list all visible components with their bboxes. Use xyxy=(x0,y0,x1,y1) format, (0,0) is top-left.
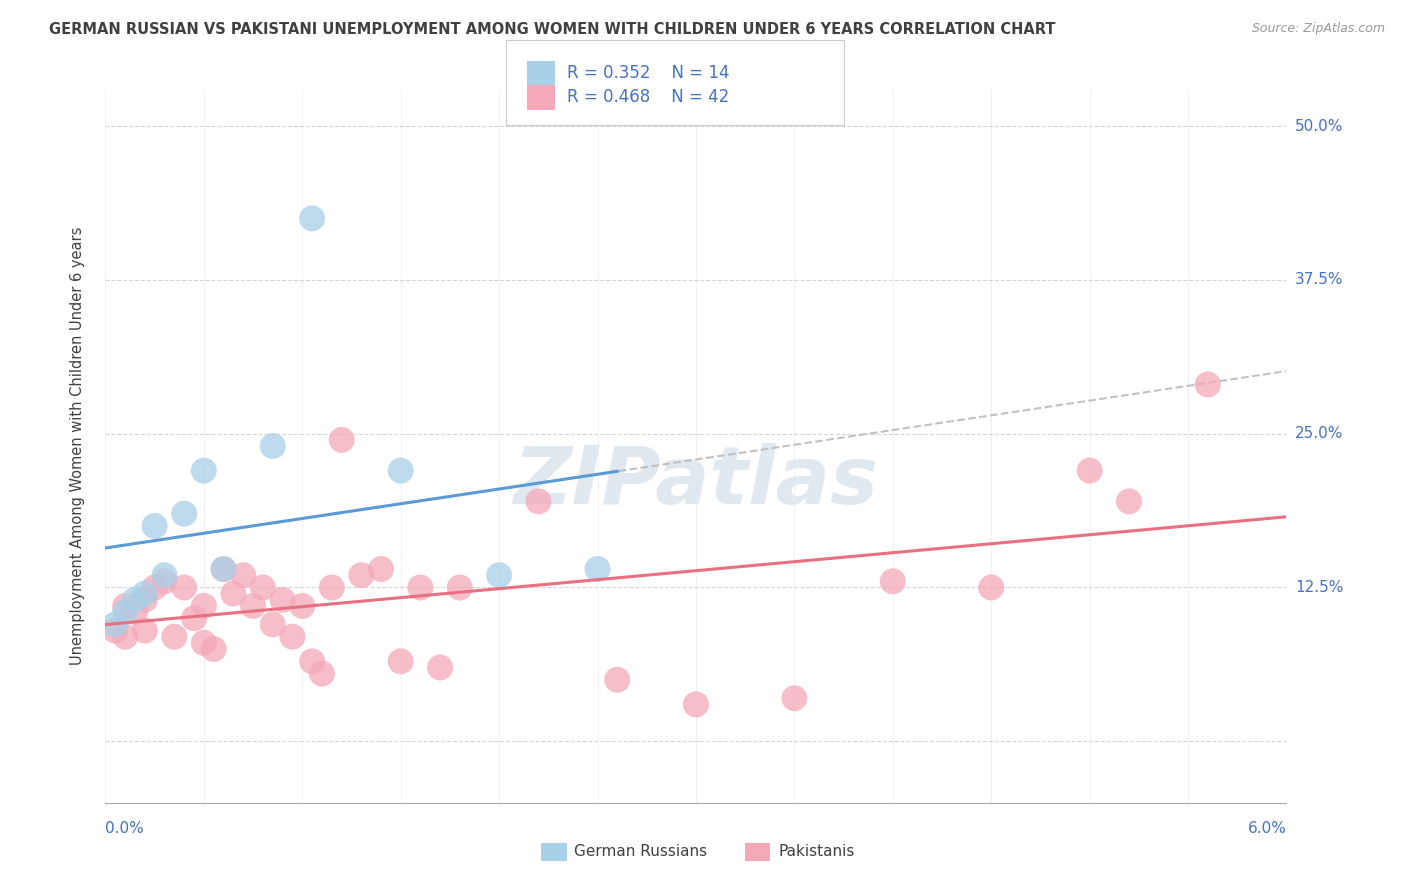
Point xyxy=(980,581,1002,595)
Text: Source: ZipAtlas.com: Source: ZipAtlas.com xyxy=(1251,22,1385,36)
Point xyxy=(153,574,176,589)
Point xyxy=(291,599,314,613)
Point xyxy=(321,581,343,595)
Text: ZIPatlas: ZIPatlas xyxy=(513,442,879,521)
Text: 6.0%: 6.0% xyxy=(1247,822,1286,837)
Point xyxy=(389,464,412,478)
Point xyxy=(114,599,136,613)
Point xyxy=(370,562,392,576)
Point xyxy=(104,617,127,632)
Point xyxy=(262,439,284,453)
Text: German Russians: German Russians xyxy=(574,845,707,859)
Point xyxy=(124,605,146,619)
Point xyxy=(252,581,274,595)
Text: 50.0%: 50.0% xyxy=(1295,119,1343,134)
Point xyxy=(1118,494,1140,508)
Text: GERMAN RUSSIAN VS PAKISTANI UNEMPLOYMENT AMONG WOMEN WITH CHILDREN UNDER 6 YEARS: GERMAN RUSSIAN VS PAKISTANI UNEMPLOYMENT… xyxy=(49,22,1056,37)
Point xyxy=(114,630,136,644)
Point xyxy=(301,654,323,668)
Point xyxy=(449,581,471,595)
Point xyxy=(134,592,156,607)
Point xyxy=(262,617,284,632)
Point xyxy=(193,464,215,478)
Point xyxy=(301,211,323,226)
Text: Pakistanis: Pakistanis xyxy=(779,845,855,859)
Point xyxy=(193,636,215,650)
Point xyxy=(153,568,176,582)
Point xyxy=(783,691,806,706)
Text: 12.5%: 12.5% xyxy=(1295,580,1343,595)
Point xyxy=(134,587,156,601)
Text: R = 0.468    N = 42: R = 0.468 N = 42 xyxy=(567,88,728,106)
Point xyxy=(488,568,510,582)
Point xyxy=(104,624,127,638)
Point xyxy=(311,666,333,681)
Point xyxy=(143,519,166,533)
Point xyxy=(882,574,904,589)
Point xyxy=(232,568,254,582)
Point xyxy=(183,611,205,625)
Point xyxy=(143,581,166,595)
Point xyxy=(281,630,304,644)
Point xyxy=(124,592,146,607)
Point xyxy=(429,660,451,674)
Point xyxy=(212,562,235,576)
Y-axis label: Unemployment Among Women with Children Under 6 years: Unemployment Among Women with Children U… xyxy=(70,227,84,665)
Point xyxy=(193,599,215,613)
Point xyxy=(212,562,235,576)
Point xyxy=(202,642,225,657)
Text: 25.0%: 25.0% xyxy=(1295,426,1343,442)
Point xyxy=(685,698,707,712)
Text: 0.0%: 0.0% xyxy=(105,822,145,837)
Point xyxy=(163,630,186,644)
Point xyxy=(350,568,373,582)
Point xyxy=(173,581,195,595)
Point xyxy=(222,587,245,601)
Point xyxy=(242,599,264,613)
Point xyxy=(606,673,628,687)
Point xyxy=(114,605,136,619)
Point xyxy=(134,624,156,638)
Point xyxy=(409,581,432,595)
Text: 37.5%: 37.5% xyxy=(1295,272,1343,287)
Point xyxy=(330,433,353,447)
Point xyxy=(1078,464,1101,478)
Point xyxy=(527,494,550,508)
Point xyxy=(173,507,195,521)
Point xyxy=(586,562,609,576)
Text: R = 0.352    N = 14: R = 0.352 N = 14 xyxy=(567,64,730,82)
Point xyxy=(389,654,412,668)
Point xyxy=(1197,377,1219,392)
Point xyxy=(271,592,294,607)
